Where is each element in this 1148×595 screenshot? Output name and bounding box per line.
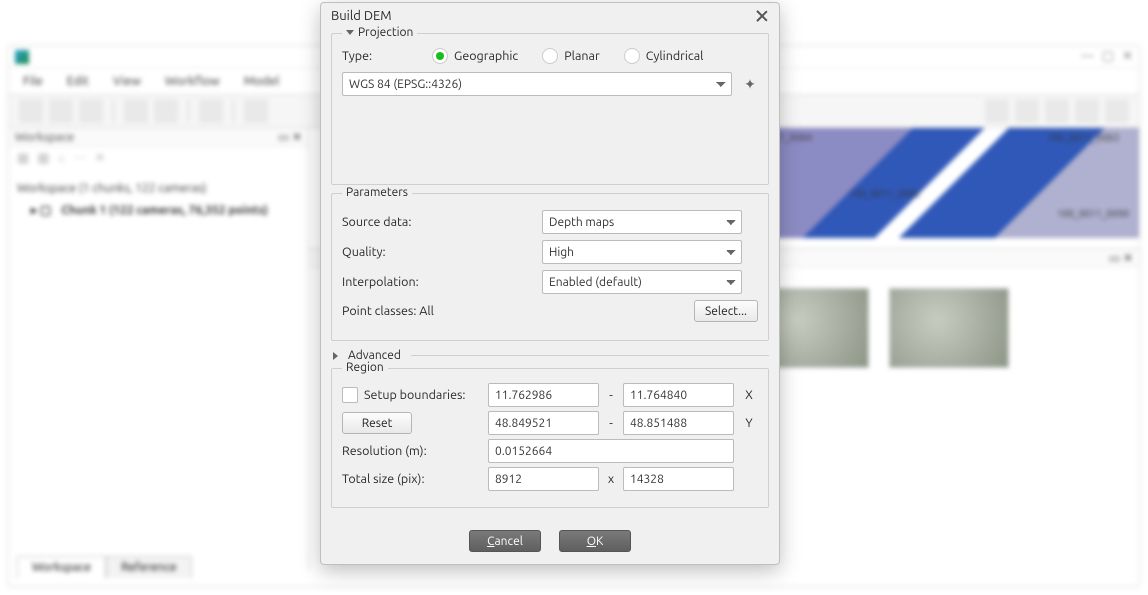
interpolation-select[interactable]: Enabled (default) bbox=[542, 270, 742, 294]
resolution-label: Resolution (m): bbox=[342, 444, 482, 458]
toolbar-button[interactable] bbox=[1075, 99, 1099, 123]
totalsize-height-input[interactable] bbox=[623, 467, 734, 491]
tab-reference[interactable]: Reference bbox=[106, 556, 191, 578]
workspace-panel-title: Workspace bbox=[15, 131, 74, 144]
close-icon[interactable] bbox=[755, 9, 769, 23]
region-ymin-input[interactable] bbox=[488, 411, 599, 435]
region-x-axis-label: X bbox=[740, 388, 758, 402]
close-icon[interactable]: ✕ bbox=[292, 130, 302, 144]
thumbnail[interactable] bbox=[889, 288, 1009, 384]
app-logo-icon bbox=[15, 50, 29, 64]
quality-label: Quality: bbox=[342, 245, 542, 259]
workspace-tree-root[interactable]: Workspace (1 chunks, 122 cameras) bbox=[17, 180, 300, 197]
select-point-classes-button[interactable]: Select... bbox=[694, 300, 758, 322]
ok-button[interactable]: OK bbox=[559, 530, 631, 552]
region-xmin-input[interactable] bbox=[488, 383, 599, 407]
build-dem-dialog: Build DEM Projection Type: Geographic Pl… bbox=[320, 2, 780, 565]
toolbar-button[interactable] bbox=[244, 99, 268, 123]
toolbar-button[interactable] bbox=[199, 99, 223, 123]
region-group-label: Region bbox=[346, 361, 384, 374]
toolbar-button[interactable] bbox=[985, 99, 1009, 123]
source-data-label: Source data: bbox=[342, 215, 542, 229]
crs-settings-icon[interactable]: ✦ bbox=[742, 76, 758, 92]
region-ymax-input[interactable] bbox=[623, 411, 734, 435]
parameters-group: Parameters Source data: Depth maps Quali… bbox=[331, 193, 769, 341]
quality-select[interactable]: High bbox=[542, 240, 742, 264]
toolbar-button[interactable] bbox=[1045, 99, 1069, 123]
projection-radio-geographic[interactable]: Geographic bbox=[432, 48, 518, 64]
resolution-input[interactable] bbox=[488, 439, 734, 463]
toolbar-button[interactable] bbox=[19, 99, 43, 123]
tab-workspace[interactable]: Workspace bbox=[17, 556, 106, 578]
workspace-panel: Workspace▭ ✕ ▦▦○⋯✕ Workspace (1 chunks, … bbox=[9, 128, 309, 570]
map-overlay: 1_0084 100_0011_0082 100_0011_0083 100_0… bbox=[769, 128, 1139, 238]
setup-boundaries-label: Setup boundaries: bbox=[364, 388, 466, 402]
totalsize-label: Total size (pix): bbox=[342, 472, 482, 486]
projection-radio-cylindrical[interactable]: Cylindrical bbox=[624, 48, 704, 64]
toolbar-button[interactable] bbox=[49, 99, 73, 123]
totalsize-sep: x bbox=[605, 472, 617, 486]
crs-select[interactable]: WGS 84 (EPSG::4326) bbox=[342, 72, 732, 96]
region-reset-button[interactable]: Reset bbox=[342, 412, 412, 434]
toolbar-button[interactable] bbox=[154, 99, 178, 123]
source-data-select[interactable]: Depth maps bbox=[542, 210, 742, 234]
region-xmax-input[interactable] bbox=[623, 383, 734, 407]
region-group: Region Setup boundaries: - X Reset - Y bbox=[331, 368, 769, 508]
toolbar-button[interactable] bbox=[1015, 99, 1039, 123]
dialog-title: Build DEM bbox=[331, 9, 755, 23]
projection-radio-planar[interactable]: Planar bbox=[542, 48, 600, 64]
cancel-button[interactable]: Cancel bbox=[469, 530, 541, 552]
dock-icon[interactable]: ▭ bbox=[278, 130, 289, 144]
menu-workflow[interactable]: Workflow bbox=[165, 74, 220, 88]
workspace-chunk[interactable]: ▸ ▢ Chunk 1 (122 cameras, 76,352 points) bbox=[17, 201, 300, 219]
menu-file[interactable]: File bbox=[23, 74, 43, 88]
menu-edit[interactable]: Edit bbox=[67, 74, 89, 88]
toolbar-button[interactable] bbox=[79, 99, 103, 123]
region-y-axis-label: Y bbox=[740, 416, 758, 430]
menu-model[interactable]: Model bbox=[244, 74, 280, 88]
window-controls: —▢✕ bbox=[1081, 49, 1133, 64]
projection-type-label: Type: bbox=[342, 49, 372, 63]
menu-view[interactable]: View bbox=[113, 74, 141, 88]
setup-boundaries-checkbox[interactable] bbox=[342, 387, 358, 403]
point-classes-label: Point classes: bbox=[342, 304, 416, 318]
point-classes-value: All bbox=[419, 304, 434, 318]
parameters-group-label: Parameters bbox=[346, 186, 408, 199]
advanced-section-toggle[interactable]: Advanced bbox=[333, 349, 769, 362]
projection-group-label: Projection bbox=[358, 26, 413, 39]
totalsize-width-input[interactable] bbox=[488, 467, 599, 491]
toolbar-button[interactable] bbox=[124, 99, 148, 123]
toolbar-button[interactable] bbox=[1105, 99, 1129, 123]
interpolation-label: Interpolation: bbox=[342, 275, 542, 289]
projection-group: Projection Type: Geographic Planar Cylin… bbox=[331, 33, 769, 185]
